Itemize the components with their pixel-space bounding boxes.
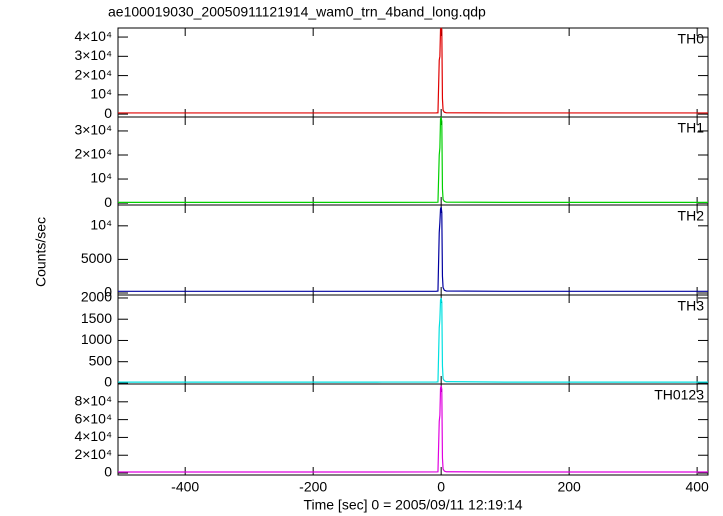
y-tick-label: 2×10⁴ [74, 66, 112, 82]
panel-label: TH3 [678, 298, 705, 314]
y-tick-label: 0 [104, 374, 112, 390]
chart-title: ae100019030_20050911121914_wam0_trn_4ban… [108, 4, 486, 20]
y-axis-label: Counts/sec [33, 217, 49, 287]
y-tick-label: 4×10⁴ [74, 428, 112, 444]
panel-label: TH0 [678, 31, 705, 47]
y-tick-label: 0 [104, 464, 112, 480]
panel-frame [117, 27, 709, 118]
x-tick-label: 0 [437, 479, 445, 495]
panel-frame [117, 204, 709, 296]
y-tick-label: 10⁴ [90, 170, 112, 186]
y-tick-label: 10⁴ [90, 217, 112, 233]
y-tick-label: 5000 [81, 250, 112, 266]
y-tick-label: 2×10⁴ [74, 146, 112, 162]
panel-label: TH1 [678, 120, 705, 136]
light-curve [118, 297, 708, 383]
panel-label: TH2 [678, 208, 705, 224]
light-curve [118, 27, 708, 114]
panel-frame [117, 294, 709, 385]
panel-label: TH0123 [654, 387, 704, 403]
y-tick-label: 8×10⁴ [74, 393, 112, 409]
y-tick-label: 2000 [81, 289, 112, 305]
light-curve [118, 206, 708, 292]
y-tick-label: 1500 [81, 310, 112, 326]
y-tick-label: 2×10⁴ [74, 446, 112, 462]
y-tick-label: 0 [104, 105, 112, 121]
y-tick-label: 4×10⁴ [74, 28, 112, 44]
x-tick-label: -200 [299, 479, 327, 495]
x-tick-label: 400 [685, 479, 709, 495]
x-tick-label: -400 [171, 479, 199, 495]
y-tick-label: 0 [104, 284, 112, 300]
panel-frame [117, 116, 709, 206]
y-tick-label: 0 [104, 194, 112, 210]
y-tick-label: 10⁴ [90, 86, 112, 102]
y-tick-label: 3×10⁴ [74, 47, 112, 63]
y-tick-label: 3×10⁴ [74, 122, 112, 138]
y-tick-label: 6×10⁴ [74, 410, 112, 426]
light-curve [118, 115, 708, 203]
y-tick-label: 500 [89, 352, 113, 368]
x-tick-label: 200 [557, 479, 581, 495]
x-axis-label: Time [sec] 0 = 2005/09/11 12:19:14 [303, 497, 522, 513]
light-curve [118, 385, 708, 473]
y-tick-label: 1000 [81, 331, 112, 347]
panel-frame [117, 383, 709, 476]
